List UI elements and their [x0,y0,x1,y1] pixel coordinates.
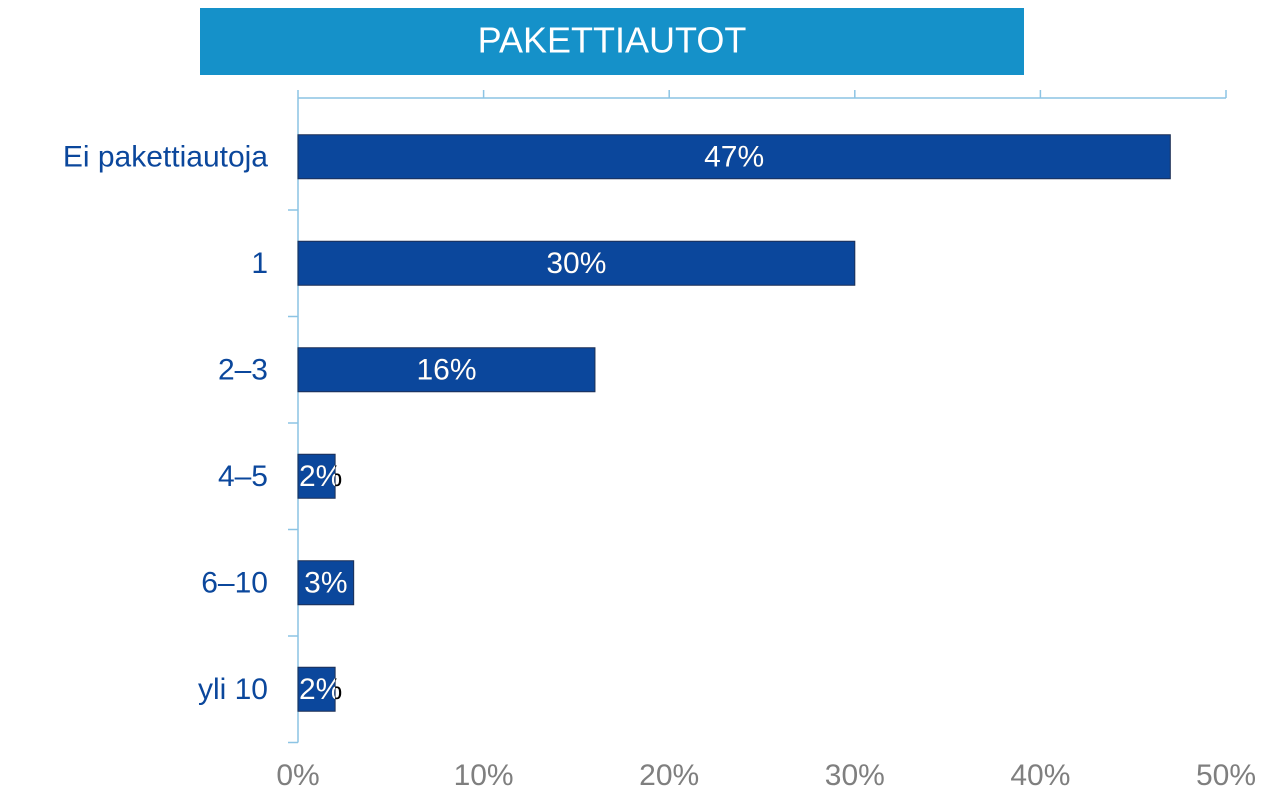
y-tick-label: yli 10 [198,673,268,706]
value-label: 30% [546,247,606,280]
value-label: 2% [299,460,342,493]
bar [297,453,336,499]
x-tick-label: 30% [825,759,885,792]
value-label: 2% [299,673,342,706]
y-tick-label: 1 [251,247,268,280]
value-label-inner: 2% [299,460,342,493]
x-tick-label: 50% [1196,759,1256,792]
y-tick-label: Ei pakettiautoja [63,141,268,174]
bar [297,134,1171,180]
value-label-inner: 30% [546,247,606,280]
bar [297,240,856,286]
x-tick-label: 40% [1010,759,1070,792]
bar [297,560,355,606]
value-label-inner: 47% [704,141,764,174]
y-tick-label: 2–3 [218,354,268,387]
value-label: 16% [416,354,476,387]
y-tick-label: 6–10 [201,567,268,600]
x-tick-label: 0% [276,759,319,792]
bar [297,347,596,393]
value-label: 47% [704,141,764,174]
title-box [200,8,1024,75]
value-label-inner: 2% [299,673,342,706]
x-tick-label: 10% [454,759,514,792]
chart-title: PAKETTIAUTOT [478,20,747,61]
x-tick-label: 20% [639,759,699,792]
bar [297,666,336,712]
value-label-inner: 16% [416,354,476,387]
value-label-inner: 3% [304,567,347,600]
value-label: 3% [304,567,347,600]
y-tick-label: 4–5 [218,460,268,493]
